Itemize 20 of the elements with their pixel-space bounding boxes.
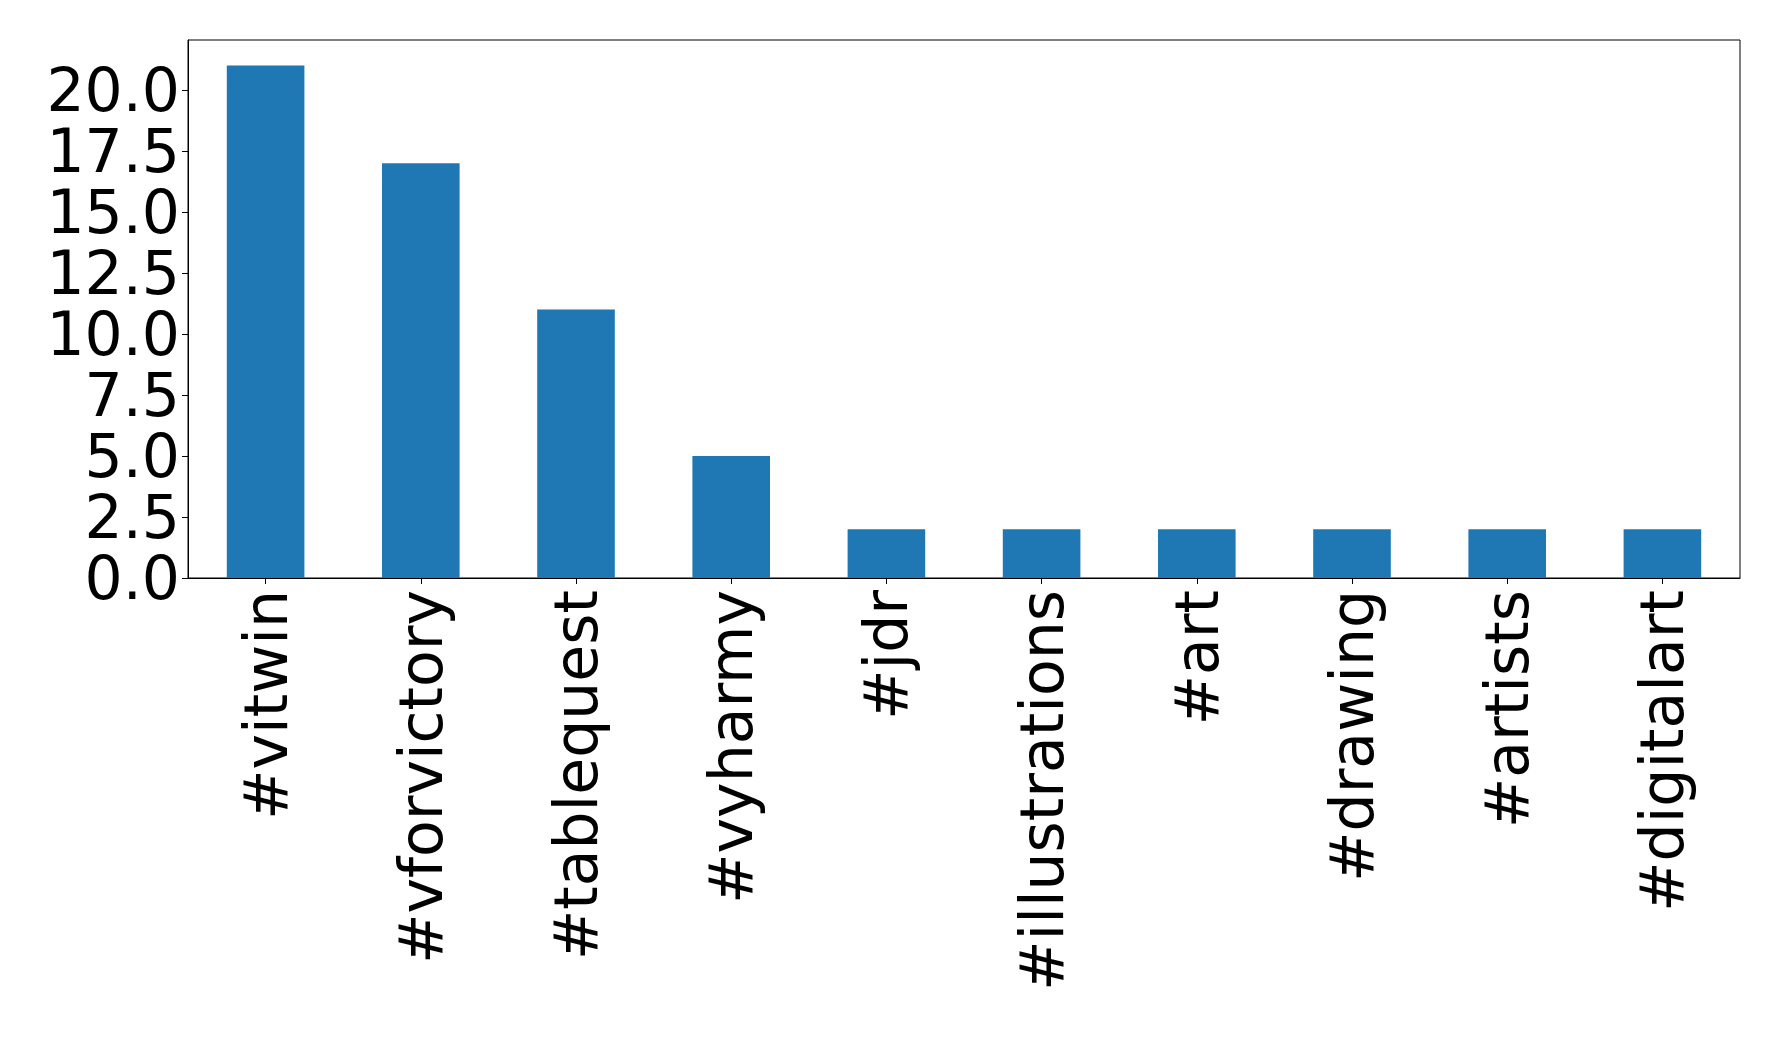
- x-tick-label: #art: [1161, 590, 1232, 726]
- bar: [692, 456, 770, 578]
- x-tick-label: #illustrations: [1006, 590, 1077, 991]
- bar: [1158, 529, 1236, 578]
- x-tick-label: #jdr: [851, 589, 922, 720]
- bar: [1623, 529, 1702, 578]
- x-tick-label: #tablequest: [541, 590, 611, 961]
- x-tick-label: #vforvictory: [385, 590, 456, 964]
- bar: [1313, 529, 1391, 578]
- bar: [382, 163, 460, 578]
- bar: [537, 309, 615, 578]
- x-tick-label: #vitwin: [230, 590, 301, 820]
- x-tick-label: #vyharmy: [696, 590, 767, 904]
- bar: [1002, 529, 1081, 578]
- x-tick-label: #drawing: [1317, 590, 1387, 882]
- x-tick-label: #digitalart: [1627, 590, 1698, 912]
- bar: [847, 529, 926, 578]
- x-tick-label: #artists: [1472, 590, 1543, 828]
- bar: [226, 65, 305, 578]
- bar: [1468, 529, 1546, 578]
